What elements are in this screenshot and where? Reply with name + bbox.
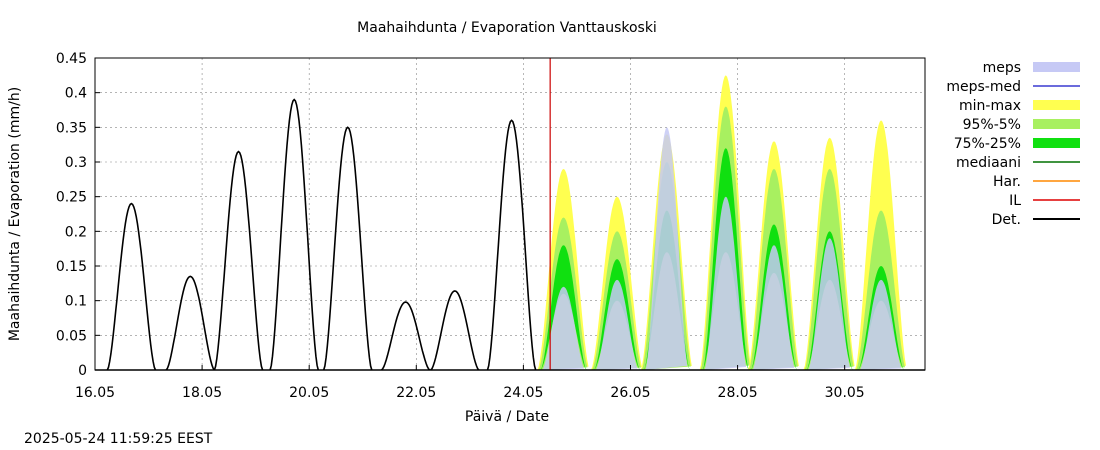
x-tick-label: 28.05 — [718, 385, 758, 401]
legend-label-meps: meps — [983, 60, 1021, 76]
x-tick-label: 24.05 — [503, 385, 543, 401]
det-observed-line — [322, 126, 373, 371]
legend-swatch-minmax — [1033, 100, 1080, 110]
meps-band — [808, 238, 850, 370]
legend-label-har: Har. — [993, 174, 1021, 190]
y-axis-label: Maahaihdunta / Evaporation (mm/h) — [7, 87, 23, 341]
meps-band — [645, 127, 688, 370]
y-tick-label: 0.15 — [56, 259, 87, 275]
legend: meps meps-med min-max 95%-5% 75%-25% mediaani… — [946, 60, 1080, 228]
y-tick-label: 0.1 — [65, 294, 87, 310]
legend-label-minmax: min-max — [959, 98, 1021, 114]
meps-band — [859, 279, 902, 370]
y-tick-label: 0.2 — [65, 224, 87, 240]
meps-band — [542, 286, 584, 370]
legend-label-il: IL — [1009, 193, 1021, 209]
chart-title: Maahaihdunta / Evaporation Vanttauskoski — [357, 20, 657, 36]
y-tick-label: 0.05 — [56, 328, 87, 344]
x-tick-label: 16.05 — [75, 385, 115, 401]
det-observed-line — [380, 301, 431, 371]
legend-label-p95-5: 95%-5% — [963, 117, 1021, 133]
legend-label-det: Det. — [992, 212, 1021, 228]
p75-25-band — [702, 148, 749, 370]
plot-frame — [94, 57, 926, 371]
legend-swatch-p95-5 — [1033, 119, 1080, 129]
y-tick-label: 0 — [78, 363, 87, 379]
grid-lines — [95, 58, 925, 370]
x-tick-label: 30.05 — [825, 385, 865, 401]
y-tick-label: 0.35 — [56, 120, 87, 136]
series-lines — [95, 98, 925, 371]
y-tick-label: 0.25 — [56, 190, 87, 206]
legend-label-meps-med: meps-med — [946, 79, 1021, 95]
det-observed-line — [213, 150, 264, 371]
det-observed-line — [430, 290, 480, 371]
y-axis-ticks: 0 0.05 0.1 0.15 0.2 0.25 0.3 0.35 0.4 0.45 — [56, 51, 100, 379]
x-tick-label: 20.05 — [289, 385, 329, 401]
meps-band — [752, 245, 795, 370]
legend-swatch-p75-25 — [1033, 138, 1080, 148]
det-observed-line — [106, 202, 157, 371]
x-tick-label: 22.05 — [396, 385, 436, 401]
y-tick-label: 0.4 — [65, 86, 87, 102]
det-observed-line — [269, 98, 320, 371]
x-axis-ticks: 16.05 18.05 20.05 22.05 24.05 26.05 28.05 30.05 — [75, 365, 865, 401]
y-tick-label: 0.45 — [56, 51, 87, 67]
x-tick-label: 26.05 — [610, 385, 650, 401]
p75-25-band — [540, 245, 587, 370]
legend-swatch-meps — [1033, 62, 1080, 72]
x-tick-label: 18.05 — [182, 385, 222, 401]
forecast-bands — [537, 75, 906, 371]
legend-label-p75-25: 75%-25% — [954, 136, 1021, 152]
timestamp: 2025-05-24 11:59:25 EEST — [24, 431, 213, 447]
det-observed-line — [486, 119, 537, 371]
det-observed-line — [165, 275, 216, 371]
x-axis-label: Päivä / Date — [465, 409, 549, 425]
legend-label-median: mediaani — [956, 155, 1021, 171]
meps-band — [704, 196, 747, 370]
y-tick-label: 0.3 — [65, 155, 87, 171]
meps-band — [595, 279, 638, 370]
